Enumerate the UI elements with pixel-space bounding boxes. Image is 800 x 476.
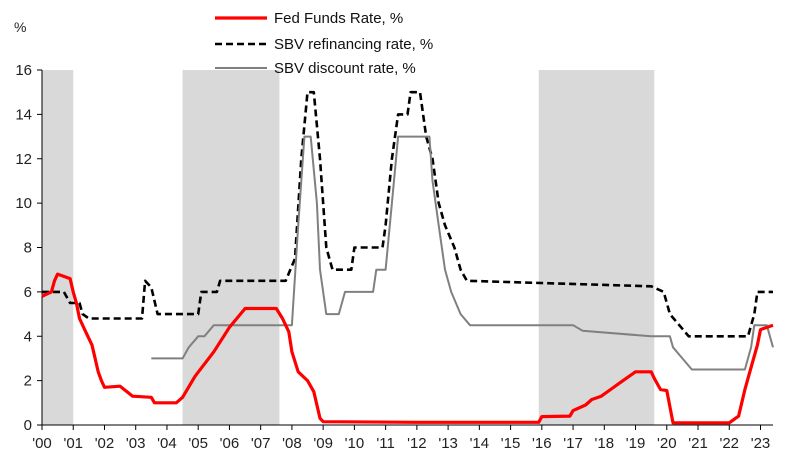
series-lines [41, 90, 774, 425]
y-ticks: 0 2 4 6 8 10 12 14 16 [15, 62, 42, 434]
x-tick-label: '07 [251, 435, 271, 452]
legend: Fed Funds Rate, % SBV refinancing rate, %… [215, 10, 433, 77]
x-tick-label: '00 [32, 435, 52, 452]
x-tick-label: '15 [501, 435, 521, 452]
x-tick-label: '12 [407, 435, 427, 452]
x-tick-label: '22 [719, 435, 739, 452]
x-tick-label: '03 [126, 435, 146, 452]
x-tick-label: '17 [563, 435, 583, 452]
x-tick-label: '19 [626, 435, 646, 452]
x-tick-label: '10 [345, 435, 365, 452]
legend-label-1: SBV refinancing rate, % [274, 36, 433, 53]
axes [41, 70, 773, 426]
y-tick-label: 16 [15, 62, 32, 79]
x-tick-label: '14 [470, 435, 490, 452]
shaded-period-0 [42, 70, 74, 425]
x-tick-label: '08 [282, 435, 302, 452]
y-tick-label: 10 [15, 195, 32, 212]
x-tick-label: '04 [157, 435, 177, 452]
y-tick-label: 0 [24, 417, 32, 434]
x-tick-label: '06 [220, 435, 240, 452]
x-tick-label: '16 [532, 435, 552, 452]
x-tick-label: '09 [313, 435, 333, 452]
legend-label-0: Fed Funds Rate, % [274, 10, 403, 27]
x-tick-label: '05 [188, 435, 208, 452]
y-tick-label: 4 [24, 328, 32, 345]
shaded-period-2 [538, 70, 655, 425]
y-tick-label: 8 [24, 240, 32, 257]
x-tick-label: '21 [688, 435, 708, 452]
y-tick-label: 12 [15, 151, 32, 168]
x-tick-label: '23 [751, 435, 771, 452]
x-tick-label: '01 [63, 435, 83, 452]
legend-label-2: SBV discount rate, % [274, 60, 416, 77]
y-tick-label: 2 [24, 373, 32, 390]
shaded-period-1 [182, 70, 280, 425]
y-tick-label: 6 [24, 284, 32, 301]
x-tick-label: '18 [595, 435, 615, 452]
x-tick-label: '13 [438, 435, 458, 452]
y-axis-unit-label: % [14, 19, 26, 35]
series-line-1 [42, 90, 773, 338]
x-tick-label: '20 [657, 435, 677, 452]
y-tick-label: 14 [15, 106, 32, 123]
x-ticks: '00 '01 '02 '03 '04 '05 '06 '07 '08 '09 '10 '11 '12 '… [32, 425, 770, 452]
x-tick-label: '11 [376, 435, 394, 452]
x-tick-label: '02 [95, 435, 115, 452]
shaded-periods [42, 70, 655, 425]
series-line-0 [41, 272, 774, 425]
series-line-2 [151, 135, 774, 371]
